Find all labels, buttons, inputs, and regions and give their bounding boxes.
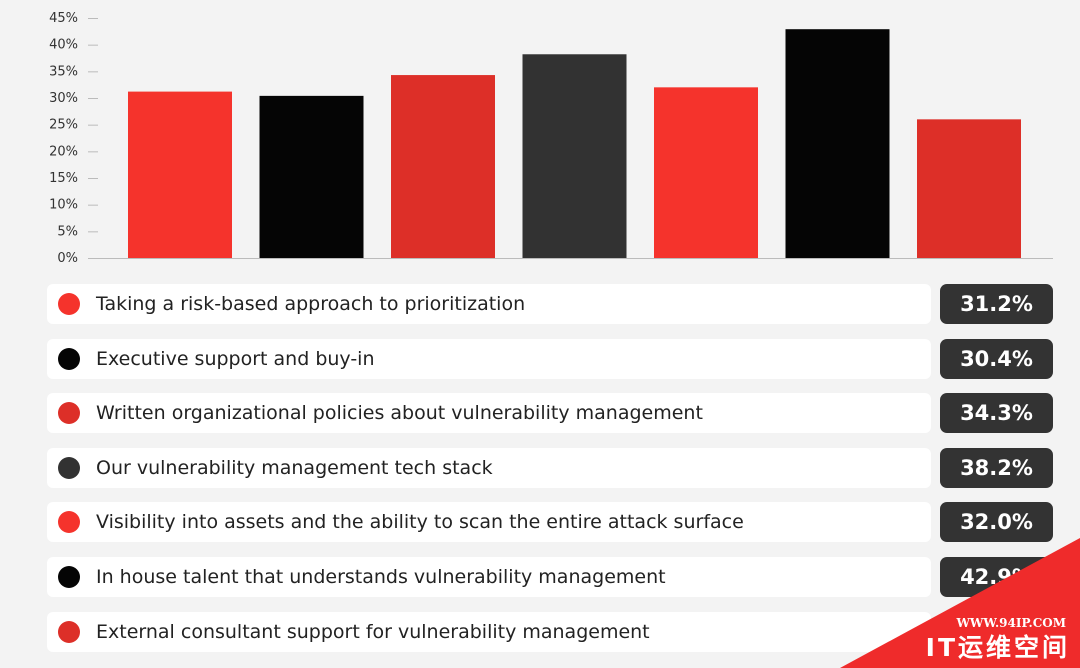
y-tick-label: 40% (49, 38, 78, 53)
legend-label: Our vulnerability management tech stack (96, 456, 493, 479)
legend-pill: Executive support and buy-in (47, 338, 931, 379)
y-tick-label: 25% (49, 118, 78, 133)
value-badge: 32.0% (940, 502, 1053, 543)
bar (522, 54, 627, 259)
bar (785, 29, 890, 259)
y-tick-label: 30% (49, 91, 78, 106)
legend-label: Executive support and buy-in (96, 347, 375, 370)
y-tick-label: 35% (49, 64, 78, 79)
value-badge: 30.4% (940, 338, 1053, 379)
y-tick-label: 5% (57, 224, 78, 239)
value-badge: 42.9% (940, 556, 1053, 597)
legend-list: Taking a risk-based approach to prioriti… (47, 284, 1055, 666)
legend-item: External consultant support for vulnerab… (47, 611, 1055, 652)
legend-label: In house talent that understands vulnera… (96, 565, 666, 588)
legend-label: Visibility into assets and the ability t… (96, 511, 744, 534)
legend-label: Written organizational policies about vu… (96, 402, 703, 425)
bar (391, 75, 495, 258)
legend-color-dot (58, 511, 80, 534)
legend-color-dot (58, 620, 80, 643)
legend-item: Visibility into assets and the ability t… (47, 502, 1055, 543)
legend-label: Taking a risk-based approach to prioriti… (96, 293, 526, 315)
legend-pill: In house talent that understands vulnera… (47, 556, 931, 597)
value-badge: 34.3% (940, 393, 1053, 434)
y-tick-label: 10% (49, 198, 78, 213)
legend-pill: Written organizational policies about vu… (47, 393, 931, 434)
bar (654, 87, 758, 258)
bar (128, 91, 232, 258)
legend-color-dot (58, 293, 80, 315)
y-axis: 0% 5% 10% 15% 20% 25% 30% 35% 40% 45% (49, 11, 98, 266)
legend-color-dot (58, 456, 80, 479)
bar-chart: 0% 5% 10% 15% 20% 25% 30% 35% 40% 45% (49, 11, 1053, 266)
legend-pill: Visibility into assets and the ability t… (47, 502, 931, 543)
bar (917, 119, 1021, 258)
legend-color-dot (58, 565, 80, 588)
legend-item: Executive support and buy-in 30.4% (47, 338, 1055, 379)
y-tick-label: 15% (49, 171, 78, 186)
y-tick-label: 0% (57, 251, 78, 266)
legend-item: Taking a risk-based approach to prioriti… (47, 284, 1055, 324)
legend-pill: Our vulnerability management tech stack (47, 447, 931, 488)
value-badge (940, 611, 1053, 652)
value-badge: 38.2% (940, 447, 1053, 488)
legend-item: In house talent that understands vulnera… (47, 556, 1055, 597)
bars (128, 29, 1021, 259)
legend-color-dot (58, 402, 80, 425)
bar (259, 95, 364, 258)
legend-color-dot (58, 347, 80, 370)
value-badge: 31.2% (940, 284, 1053, 324)
y-tick-label: 45% (49, 11, 78, 26)
legend-pill: Taking a risk-based approach to prioriti… (47, 284, 931, 324)
legend-label: External consultant support for vulnerab… (96, 620, 650, 643)
y-tick-label: 20% (49, 144, 78, 159)
legend-pill: External consultant support for vulnerab… (47, 611, 931, 652)
legend-item: Our vulnerability management tech stack 3… (47, 447, 1055, 488)
legend-item: Written organizational policies about vu… (47, 393, 1055, 434)
